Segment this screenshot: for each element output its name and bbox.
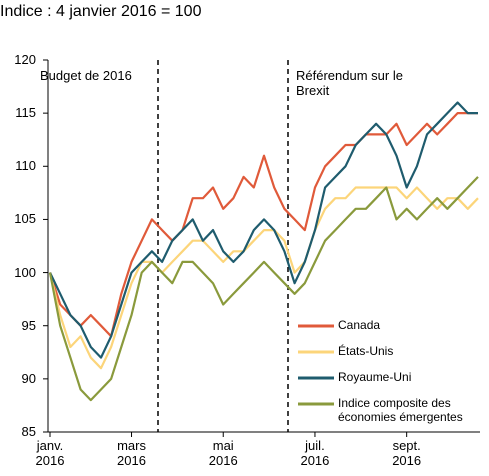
annotation: Budget de 2016	[40, 68, 132, 83]
series-line	[49, 101, 478, 359]
y-tick-label: 90	[21, 370, 36, 386]
x-tick-label: janv. 2016	[35, 438, 65, 468]
series-line	[48, 112, 478, 338]
x-tick-label: juil. 2016	[300, 438, 330, 468]
y-tick-label: 105	[14, 211, 36, 227]
y-tick-label: 110	[15, 158, 36, 174]
x-tick-label: mai 2016	[208, 438, 238, 468]
series-line	[48, 176, 479, 402]
x-tick-label: mars 2016	[117, 438, 146, 468]
y-tick-label: 115	[15, 105, 36, 121]
y-tick-label: 85	[21, 424, 36, 439]
legend-label: Indice composite des économies émergente…	[338, 396, 463, 424]
y-tick-label: 120	[14, 52, 36, 67]
legend-label: Royaume-Uni	[338, 370, 412, 384]
x-tick-label: sept. 2016	[392, 438, 422, 468]
series-line	[48, 186, 479, 370]
y-tick-label: 95	[21, 317, 36, 333]
annotation: Référendum sur le Brexit	[296, 68, 403, 98]
legend-label: Canada	[338, 318, 381, 332]
chart-title: Indice : 4 janvier 2016 = 100	[0, 3, 202, 20]
y-tick-label: 100	[14, 264, 36, 280]
legend-label: États-Unis	[338, 344, 394, 358]
